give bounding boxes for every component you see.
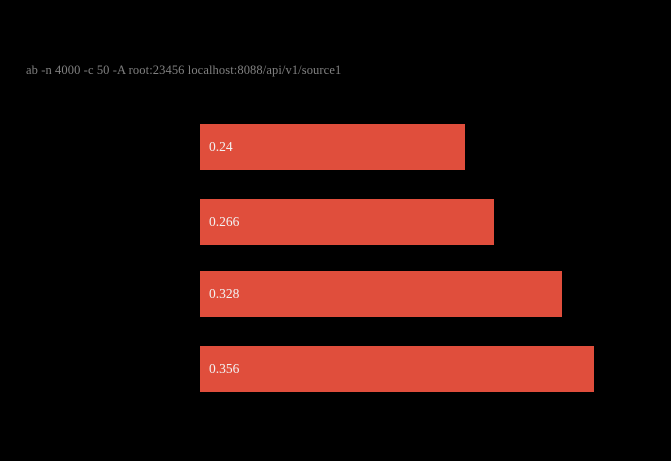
bar-value-label-0: 0.24 bbox=[209, 139, 233, 154]
bar-value-label-3: 0.356 bbox=[209, 361, 240, 376]
bar-value-label-2: 0.328 bbox=[209, 286, 240, 301]
bar-row: 0.24 bbox=[200, 124, 465, 170]
chart-title: ab -n 4000 -c 50 -A root:23456 localhost… bbox=[26, 63, 342, 77]
bar-row: 0.266 bbox=[200, 199, 494, 245]
bar-row: 0.328 bbox=[200, 271, 562, 317]
bar-0 bbox=[200, 124, 465, 170]
bar-3 bbox=[200, 346, 594, 392]
bar-value-label-1: 0.266 bbox=[209, 214, 240, 229]
bar-1 bbox=[200, 199, 494, 245]
bar-row: 0.356 bbox=[200, 346, 594, 392]
bar-2 bbox=[200, 271, 562, 317]
